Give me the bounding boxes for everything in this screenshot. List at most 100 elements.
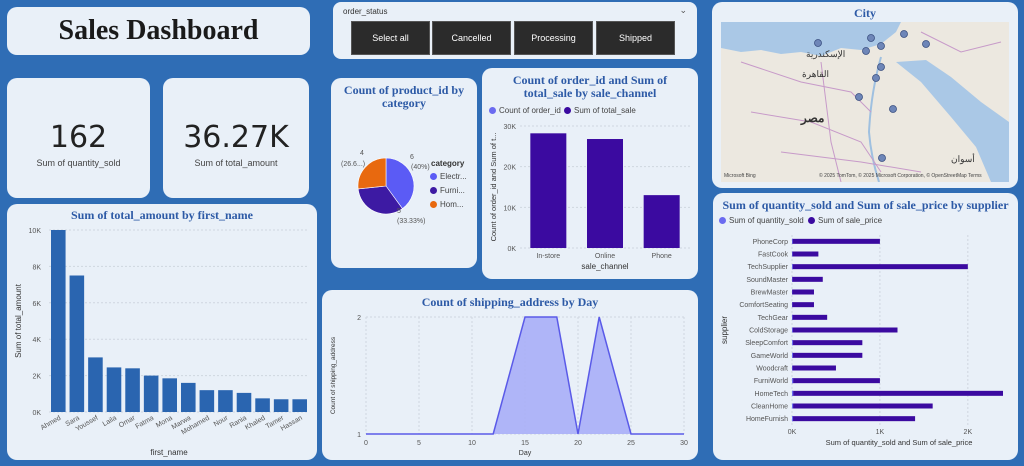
pie-data-label: (33.33%) (397, 218, 425, 225)
y-tick-label: PhoneCorp (753, 239, 789, 246)
x-tick-label: In-store (536, 253, 560, 260)
y-tick-label: SoundMaster (746, 277, 788, 284)
x-tick-label: 25 (627, 440, 635, 447)
y-axis-label: Sum of total_amount (14, 283, 23, 358)
shipping-chart[interactable]: 0 5 10 15 20 25 30 1 2 Day Count of shipping_addre… (322, 308, 698, 458)
total-amount-chart-title: Sum of total_amount by first_name (71, 208, 253, 222)
bar (143, 375, 159, 412)
supplier-chart-title: Sum of quantity_sold and Sum of sale_pri… (722, 198, 1009, 212)
supplier-chart-card: Sum of quantity_sold and Sum of sale_pri… (713, 193, 1018, 460)
pie-slice (385, 157, 415, 210)
y-tick-label: 8K (32, 264, 41, 271)
bar (792, 416, 916, 422)
bar (792, 264, 968, 270)
bar (218, 390, 233, 412)
slicer-option-processing[interactable]: Processing (514, 21, 593, 55)
y-tick-label: ComfortSeating (739, 302, 788, 309)
bar (792, 289, 814, 295)
bar (88, 357, 103, 412)
x-tick-label: 5 (417, 440, 421, 447)
x-tick-label: 2K (964, 429, 973, 436)
bar (792, 327, 793, 333)
title-card: Sales Dashboard (7, 7, 310, 55)
pie-data-label: 6 (410, 154, 414, 161)
y-tick-label: SleepComfort (745, 340, 788, 347)
x-tick-label: Fatma (134, 415, 155, 431)
bar (199, 390, 215, 412)
bar (51, 230, 66, 412)
kpi-value: 36.27K (183, 120, 289, 155)
map-footer: © 2025 TomTom, © 2025 Microsoft Corporat… (819, 172, 982, 179)
x-axis-label: first_name (150, 448, 188, 457)
pie-legend-item[interactable]: Electr... (430, 172, 467, 181)
bar (125, 368, 140, 412)
x-tick-label: 1K (876, 429, 885, 436)
bar (792, 264, 793, 270)
x-tick-label: Online (595, 253, 615, 260)
y-tick-label: 6K (32, 301, 41, 308)
bar (792, 365, 793, 371)
bar (792, 238, 793, 244)
x-tick-label: 30 (680, 440, 688, 447)
bar (792, 378, 880, 384)
y-tick-label: Woodcraft (756, 366, 788, 373)
kpi-label: Sum of total_amount (194, 158, 278, 168)
kpi-card-amount: 36.27K Sum of total_amount (163, 78, 309, 198)
x-tick-label: Laila (102, 415, 118, 429)
y-axis-label: supplier (720, 316, 729, 344)
map-label-egypt: مصر (800, 111, 824, 126)
map-brand: Microsoft Bing (724, 173, 756, 179)
pie-legend-title: category (431, 159, 465, 168)
x-tick-label: Omar (118, 414, 137, 429)
pie-chart[interactable]: 6 (40%) 5 (33.33%) 4 (26.6...) (331, 118, 477, 268)
supplier-chart[interactable]: 0K 1K 2K PhoneCorp FastCook TechSupplier Sound… (713, 225, 1018, 460)
pie-slice (357, 185, 403, 215)
y-tick-label: FurniWorld (754, 378, 788, 385)
bar (792, 403, 794, 409)
bar (792, 340, 863, 346)
order-status-slicer: order_status ⌄ Select all Cancelled Proc… (333, 2, 697, 59)
legend-item[interactable]: Sum of sale_price (808, 216, 882, 225)
map-title: City (854, 6, 876, 20)
pie-data-label: (26.6...) (341, 161, 365, 168)
legend-item[interactable]: Sum of quantity_sold (719, 216, 804, 225)
y-tick-label: CleanHome (751, 404, 788, 411)
shipping-chart-card: Count of shipping_address by Day 0 5 10 15 2… (322, 290, 698, 460)
bar (792, 251, 819, 257)
x-tick-label: Phone (652, 253, 672, 260)
shipping-chart-title: Count of shipping_address by Day (421, 295, 599, 309)
y-tick-label: 0K (507, 246, 516, 253)
slicer-option-shipped[interactable]: Shipped (596, 21, 675, 55)
pie-chart-card: Count of product_id by category 6 (40%) 5 (… (331, 78, 477, 268)
bar (792, 352, 863, 358)
slicer-option-select-all[interactable]: Select all (351, 21, 430, 55)
chevron-down-icon[interactable]: ⌄ (679, 5, 687, 15)
bar (792, 302, 814, 308)
page-title: Sales Dashboard (58, 15, 259, 46)
bar (792, 352, 793, 358)
bar (181, 382, 196, 412)
legend-item[interactable]: Sum of total_sale (564, 106, 636, 115)
total-amount-chart-card: Sum of total_amount by first_name 0K 2K 4K… (7, 204, 317, 460)
pie-data-label: 5 (397, 208, 401, 215)
kpi-value: 162 (49, 120, 108, 155)
y-tick-label: 10K (504, 205, 517, 212)
legend-item[interactable]: Count of order_id (489, 106, 561, 115)
bar (643, 195, 680, 248)
city-map[interactable]: القاهرة الإسكندرية مصر أسوان Microsoft B… (721, 22, 1009, 182)
x-axis-label: Day (519, 450, 532, 457)
x-axis-label: Sum of quantity_sold and Sum of sale_pri… (826, 438, 973, 447)
bar (162, 378, 177, 412)
y-tick-label: HomeFurnish (746, 416, 788, 423)
sale-channel-chart-title: Count of order_id and Sum of total_sale … (512, 73, 668, 100)
bar (792, 340, 794, 346)
y-tick-label: 0K (32, 410, 41, 417)
y-tick-label: GameWorld (751, 353, 788, 360)
bar (587, 139, 623, 248)
x-tick-label: 15 (521, 440, 529, 447)
slicer-option-cancelled[interactable]: Cancelled (432, 21, 511, 55)
pie-legend-item[interactable]: Hom... (430, 200, 464, 209)
sale-channel-chart[interactable]: 0K 10K 20K 30K In-store Online Phone sale_chann… (482, 118, 698, 278)
pie-legend-item[interactable]: Furni... (430, 186, 465, 195)
